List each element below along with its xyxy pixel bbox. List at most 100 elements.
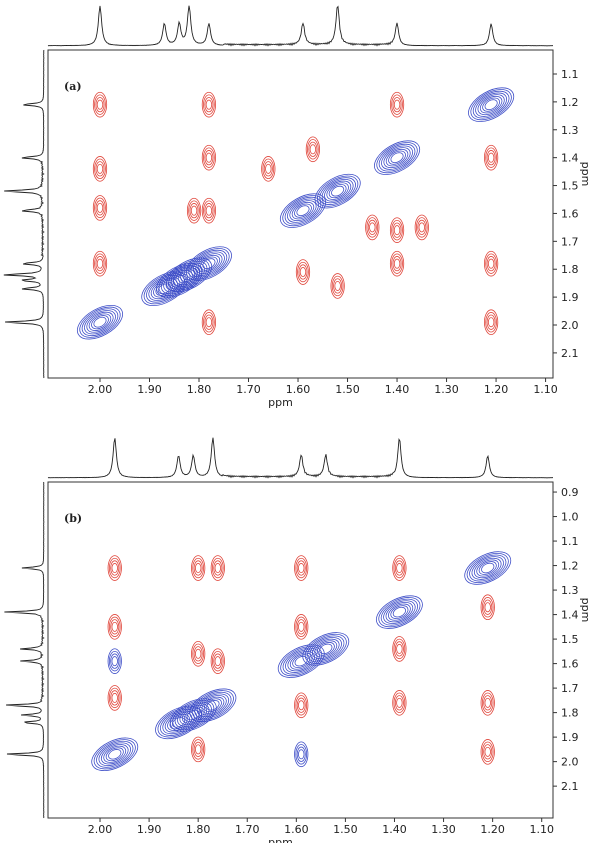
contour-ring	[192, 643, 204, 664]
contour-ring	[314, 173, 361, 209]
peak	[314, 173, 361, 209]
x-tick-label: 1.80	[187, 383, 212, 396]
peak	[294, 555, 309, 581]
peak	[305, 136, 320, 163]
y-tick-label: 1.1	[561, 535, 579, 548]
contour-ring	[294, 655, 308, 667]
contour-ring	[378, 143, 416, 172]
x-tick-label: 1.50	[335, 383, 360, 396]
x-tick-label: 1.70	[236, 383, 261, 396]
contour-ring	[294, 203, 312, 218]
contour-ring	[319, 177, 356, 205]
peak	[484, 144, 499, 171]
contour-ring	[469, 554, 507, 582]
peak	[302, 632, 350, 666]
peak	[201, 91, 217, 118]
contour-ring	[392, 97, 402, 113]
contour-ring	[299, 267, 307, 278]
contour-ring	[191, 690, 234, 721]
peak	[374, 140, 421, 175]
contour-ring	[305, 136, 320, 163]
contour-ring	[168, 259, 210, 291]
peak	[389, 91, 405, 118]
contour-ring	[287, 650, 316, 672]
x-tick-label: 1.10	[533, 383, 558, 396]
contour-ring	[484, 309, 499, 336]
contour-ring	[392, 256, 402, 272]
contour-ring	[316, 642, 335, 656]
contour-ring	[95, 200, 105, 216]
contour-ring	[91, 315, 109, 330]
contour-ring	[96, 99, 104, 110]
y-tick-label: 2.1	[561, 347, 579, 360]
contour-ring	[206, 700, 220, 711]
peak	[201, 309, 217, 336]
x-tick-label: 1.20	[484, 383, 509, 396]
peak	[392, 690, 407, 716]
panel-label: (a)	[64, 80, 82, 93]
contour-ring	[331, 275, 344, 297]
contour-ring	[294, 614, 309, 640]
contour-ring	[291, 201, 315, 220]
peak	[210, 555, 225, 581]
contour-ring	[298, 621, 305, 632]
contour-ring	[374, 140, 421, 175]
contour-ring	[481, 741, 494, 763]
contour-ring	[170, 260, 208, 289]
contour-ring	[393, 225, 401, 236]
contour-ring	[307, 139, 319, 160]
contour-ring	[470, 89, 512, 121]
contour-ring	[95, 256, 105, 272]
contour-ring	[203, 698, 222, 713]
contour-ring	[387, 603, 411, 621]
x-axis-label: ppm	[268, 836, 293, 843]
contour-ring	[484, 746, 491, 757]
peak	[279, 193, 326, 228]
peak	[77, 304, 123, 340]
y-tick-label: 1.8	[561, 263, 579, 276]
contour-ring	[210, 648, 225, 674]
contour-ring	[385, 148, 409, 167]
y-tick-label: 1.8	[561, 707, 579, 720]
contour-ring	[391, 94, 403, 115]
x-tick-label: 1.80	[186, 823, 211, 836]
contour-ring	[107, 614, 122, 640]
contour-ring	[190, 205, 198, 216]
contour-ring	[471, 556, 504, 580]
contour-ring	[475, 92, 508, 117]
contour-ring	[108, 749, 122, 760]
contour-ring	[483, 599, 493, 615]
contour-ring	[186, 197, 202, 224]
contour-ring	[415, 217, 428, 238]
contour-ring	[94, 94, 106, 115]
panel-label: (b)	[64, 512, 82, 525]
contour-ring	[194, 744, 202, 755]
peak	[155, 705, 202, 740]
contour-ring	[261, 156, 276, 182]
contour-ring	[96, 740, 134, 768]
peak	[480, 594, 495, 621]
contour-ring	[484, 99, 498, 111]
contour-ring	[389, 250, 405, 277]
top-projection	[47, 5, 554, 47]
y-axis-label: ppm	[579, 598, 591, 623]
y-tick-label: 1.3	[561, 124, 579, 137]
contour-ring	[277, 644, 325, 678]
y-tick-label: 1.9	[561, 731, 579, 744]
contour-ring	[485, 147, 497, 168]
contour-ring	[110, 653, 120, 669]
contour-ring	[481, 562, 495, 574]
contour-ring	[201, 91, 217, 118]
contour-ring	[197, 254, 221, 273]
contour-ring	[284, 196, 322, 225]
x-tick-label: 1.70	[235, 823, 260, 836]
x-tick-label: 1.90	[137, 823, 162, 836]
y-tick-label: 1.4	[561, 152, 579, 165]
peak	[294, 614, 309, 640]
contour-ring	[107, 648, 122, 674]
contour-ring	[393, 557, 406, 579]
peak	[392, 555, 407, 581]
contour-ring	[298, 563, 305, 574]
contour-ring	[111, 621, 118, 632]
contour-ring	[96, 163, 104, 174]
